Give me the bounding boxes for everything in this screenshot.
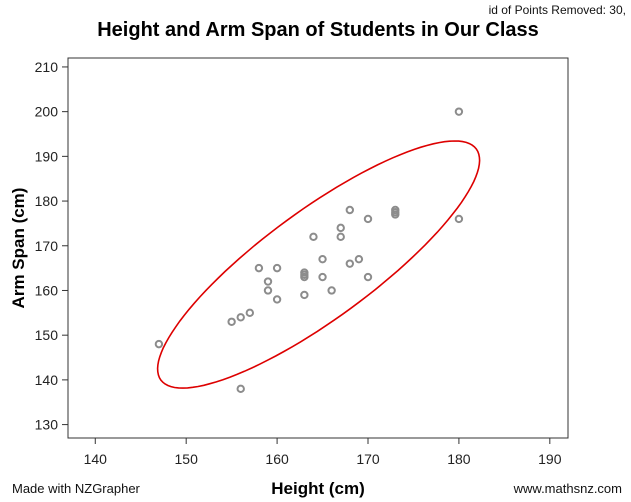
y-axis-title: Arm Span (cm) [9, 188, 28, 309]
chart-title: Height and Arm Span of Students in Our C… [97, 19, 539, 41]
y-axis-ticks: 130 140 150 160 170 180 190 200 210 [35, 59, 68, 433]
data-points [154, 107, 464, 394]
data-point [236, 384, 245, 394]
data-point [345, 259, 355, 268]
data-point [272, 295, 282, 304]
data-point [354, 254, 364, 264]
correlation-ellipse [156, 140, 481, 389]
x-tick-label: 180 [447, 451, 471, 467]
x-tick-label: 140 [84, 451, 108, 467]
data-point [263, 277, 273, 286]
data-point [236, 313, 245, 322]
y-tick-label: 170 [35, 238, 59, 254]
data-point [300, 272, 309, 282]
x-tick-label: 150 [175, 451, 199, 467]
footer-made-with: Made with NZGrapher [12, 481, 141, 496]
y-tick-label: 180 [35, 193, 59, 209]
data-point [327, 286, 336, 295]
data-point [318, 272, 327, 282]
data-point [309, 232, 318, 242]
y-tick-label: 190 [35, 148, 59, 164]
data-point [345, 205, 355, 215]
data-point [227, 317, 236, 326]
y-tick-label: 160 [35, 282, 59, 298]
data-point [263, 286, 273, 295]
data-point [454, 214, 464, 224]
y-tick-label: 130 [35, 417, 59, 433]
data-point [245, 308, 255, 318]
x-tick-label: 170 [356, 451, 380, 467]
data-point [363, 214, 373, 224]
data-point [336, 232, 345, 242]
plot-area-frame [67, 57, 569, 439]
data-point [454, 107, 464, 116]
y-tick-label: 210 [35, 59, 59, 75]
y-tick-label: 200 [35, 104, 59, 120]
x-axis-ticks: 140 150 160 170 180 190 [84, 438, 562, 467]
y-tick-label: 140 [35, 372, 59, 388]
y-tick-label: 150 [35, 327, 59, 343]
data-point [318, 254, 327, 264]
x-tick-label: 190 [538, 451, 562, 467]
x-tick-label: 160 [265, 451, 289, 467]
data-point [300, 290, 309, 300]
data-point [154, 339, 164, 349]
data-point [363, 272, 373, 282]
data-point [272, 263, 282, 273]
data-point [254, 263, 264, 273]
footer-website: www.mathsnz.com [513, 481, 622, 496]
data-point [391, 210, 400, 219]
data-point [336, 223, 345, 233]
x-axis-title: Height (cm) [271, 479, 365, 498]
points-removed-note: id of Points Removed: 30, [489, 3, 626, 17]
